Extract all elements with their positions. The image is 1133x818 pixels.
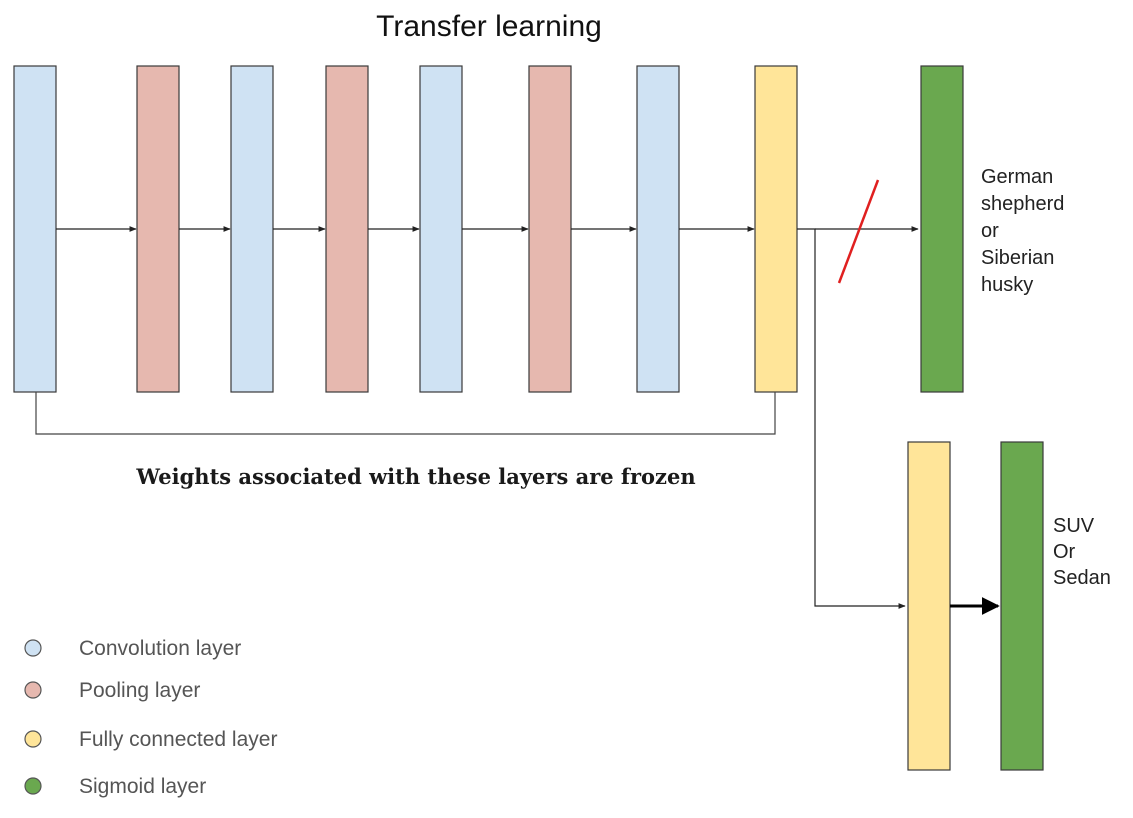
branch-connector bbox=[797, 228, 906, 609]
fully-connected-legend-label: Fully connected layer bbox=[79, 728, 277, 751]
output-label-line: Sedan bbox=[1053, 567, 1111, 589]
output-label-line: German bbox=[981, 166, 1053, 188]
diagram-title: Transfer learning bbox=[376, 10, 602, 43]
new-sigmoid-layer bbox=[1000, 441, 1044, 771]
original-sigmoid-layer bbox=[920, 65, 964, 393]
sigmoid-legend-label: Sigmoid layer bbox=[79, 775, 206, 798]
frozen-layers-bracket bbox=[35, 392, 776, 435]
new-fully-connected-layer bbox=[907, 441, 951, 771]
legend: Convolution layer Pooling layer Fully conn… bbox=[24, 637, 277, 798]
output-label-line: SUV bbox=[1053, 515, 1095, 537]
pooling-legend-label: Pooling layer bbox=[79, 679, 200, 702]
frozen-note: Weights associated with these layers are… bbox=[135, 464, 695, 489]
new-output-label: SUV Or Sedan bbox=[1053, 515, 1111, 589]
output-label-line: shepherd bbox=[981, 193, 1064, 215]
output-label-line: or bbox=[981, 220, 999, 242]
output-label-line: husky bbox=[981, 274, 1033, 296]
pooling-layer-4 bbox=[325, 65, 369, 393]
convolution-legend-label: Convolution layer bbox=[79, 637, 241, 660]
output-label-line: Siberian bbox=[981, 247, 1054, 269]
convolution-layer-3 bbox=[230, 65, 274, 393]
convolution-layer-5 bbox=[419, 65, 463, 393]
fully-connected-legend-swatch-icon bbox=[24, 730, 42, 748]
output-label-line: Or bbox=[1053, 541, 1076, 563]
convolution-legend-swatch-icon bbox=[24, 639, 42, 657]
pooling-layer-6 bbox=[528, 65, 572, 393]
fully-connected-layer-8 bbox=[754, 65, 798, 393]
pooling-legend-swatch-icon bbox=[24, 681, 42, 699]
pooling-layer-2 bbox=[136, 65, 180, 393]
convolution-layer-7 bbox=[636, 65, 680, 393]
sigmoid-legend-swatch-icon bbox=[24, 777, 42, 795]
original-output-label: German shepherd or Siberian husky bbox=[981, 166, 1064, 296]
convolution-layer-1 bbox=[13, 65, 57, 393]
cut-mark-icon bbox=[837, 179, 880, 284]
main-pipeline bbox=[13, 65, 798, 393]
